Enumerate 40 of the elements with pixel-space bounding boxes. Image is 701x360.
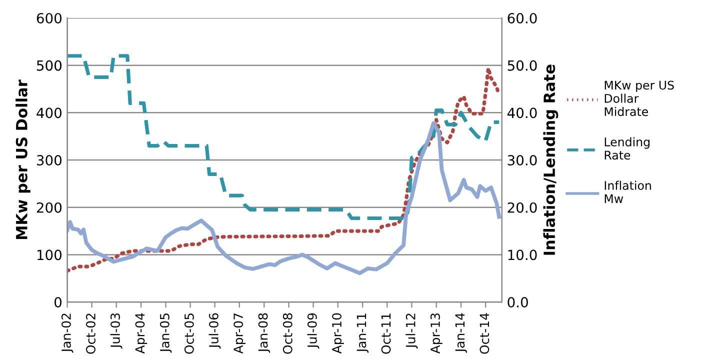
y-axis-title: MKw per US Dollar xyxy=(16,80,30,240)
x-tick-label: Apr-07 xyxy=(234,314,246,354)
y-tick-label: 0 xyxy=(54,297,62,308)
y-tick-label: 200 xyxy=(36,202,62,213)
line-series xyxy=(67,66,501,273)
x-tick-label: Oct-11 xyxy=(381,314,391,354)
x-tick-label: Jul-03 xyxy=(110,313,122,349)
line-series xyxy=(67,54,501,220)
y-tick-label: 500 xyxy=(36,60,62,71)
x-tick-label: Jan-05 xyxy=(160,314,172,353)
y2-tick-label: 50.0 xyxy=(508,60,537,71)
line-series xyxy=(67,121,502,276)
y-tick-label: 300 xyxy=(36,154,62,166)
x-tick-label: Apr-13 xyxy=(430,313,442,354)
x-tick-label: Jul-06 xyxy=(208,313,221,349)
y2-tick-label: 30.0 xyxy=(508,154,537,166)
y-tick-label: 600 xyxy=(36,12,62,24)
x-tick-label: Apr-04 xyxy=(135,313,148,354)
x-tick-label: Oct-08 xyxy=(282,313,292,354)
y2-tick-label: 20.0 xyxy=(508,202,537,213)
x-tick-label: Jul-09 xyxy=(307,313,320,349)
x-tick-label: Oct-05 xyxy=(184,314,194,354)
y-tick-label: 400 xyxy=(36,108,62,118)
legend-label: Lending Rate xyxy=(604,137,650,160)
x-tick-label: Oct-02 xyxy=(86,314,96,354)
x-tick-label: Oct-14 xyxy=(480,313,490,354)
legend-label: MKw per US Dollar Midrate xyxy=(604,80,674,116)
x-tick-label: Jan-11 xyxy=(356,314,369,353)
x-tick-label: Jan-02 xyxy=(61,314,74,353)
y2-tick-label: 10.0 xyxy=(508,250,537,260)
y2-axis-title: Inflation/Lending Rate xyxy=(543,64,558,255)
y-tick-label: 100 xyxy=(37,250,62,260)
y2-tick-label: 40.0 xyxy=(507,108,537,118)
x-tick-label: Jan-14 xyxy=(455,313,467,353)
x-tick-label: Jul-12 xyxy=(406,314,418,349)
y2-tick-label: 0.0 xyxy=(508,297,528,308)
x-tick-label: Jan-08 xyxy=(258,313,270,353)
legend-label: Inflation Mw xyxy=(604,180,651,203)
y2-tick-label: 60.0 xyxy=(508,12,537,24)
x-tick-label: Apr-10 xyxy=(332,313,344,354)
